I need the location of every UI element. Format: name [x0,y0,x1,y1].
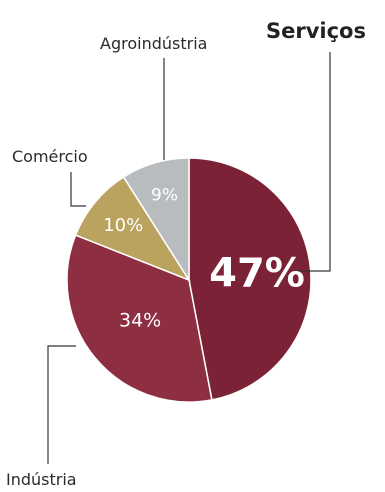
leader-line-comercio [70,172,86,207]
leader-lines [47,52,331,464]
value-label-industria: 34% [119,309,161,331]
slice-industria [66,234,213,403]
slice-comercio [74,175,191,282]
category-label-servicos: Serviços [266,19,366,43]
category-label-agroindustria: Agroindústria [100,34,207,53]
category-label-industria: Indústria [6,470,77,489]
chart-labels: 47% Serviços 34% Indústria 10% Comércio 9% Agro… [6,19,366,489]
category-label-comercio: Comércio [12,147,88,166]
value-label-comercio: 10% [103,215,143,236]
leader-line-industria [47,345,76,464]
leader-line-servicos [296,52,331,272]
pie-slices [66,157,312,403]
slice-servicos [188,157,312,401]
value-label-agroindustria: 9% [151,186,178,206]
value-label-servicos: 47% [209,251,305,297]
slice-agroindustria [122,157,190,283]
